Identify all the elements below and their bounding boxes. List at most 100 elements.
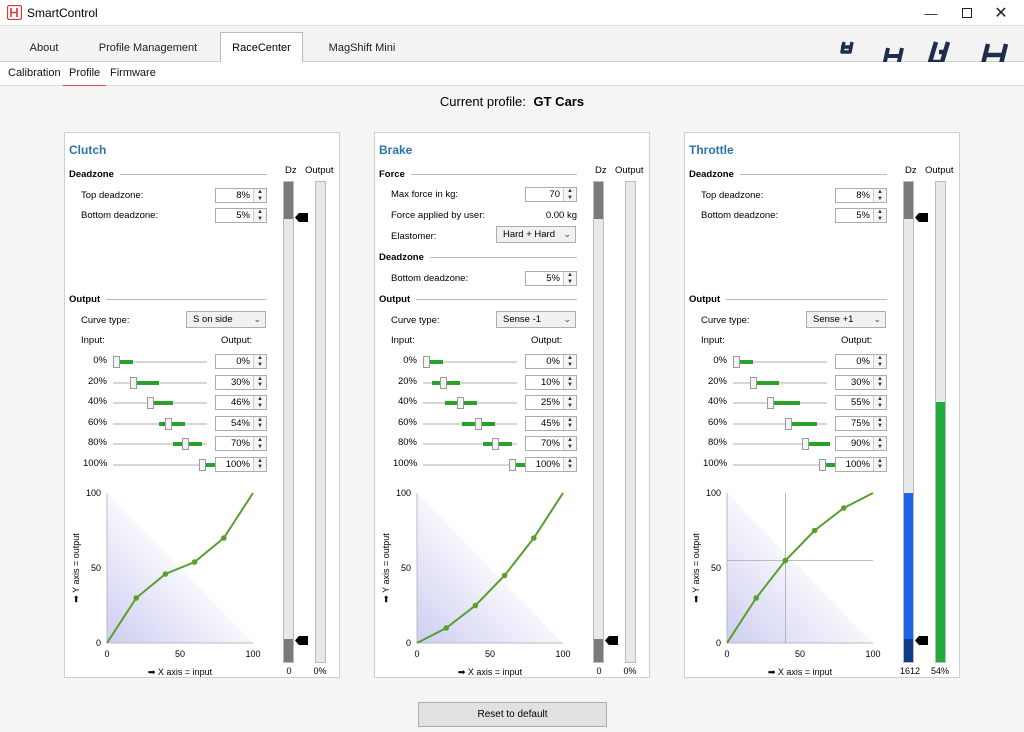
clutch-input-slider[interactable] (113, 458, 219, 471)
brake-input-slider[interactable] (423, 356, 517, 368)
minimize-button[interactable]: — (908, 0, 954, 26)
throttle-input-slider[interactable] (733, 458, 839, 471)
tab-racecenter[interactable]: RaceCenter (220, 32, 303, 63)
brake-output-spinner-stepper-icon[interactable]: ▲ ▼ (563, 416, 576, 430)
clutch-output-spinner-stepper-icon[interactable]: ▲ ▼ (253, 437, 266, 450)
throttle-slider-thumb[interactable] (801, 438, 809, 450)
reset-to-default-button[interactable]: Reset to default (418, 702, 607, 727)
throttle-output-spinner-stepper-icon[interactable]: ▲ ▼ (873, 375, 886, 389)
throttle-bottom-deadzone-handle-icon[interactable] (915, 636, 928, 645)
brake-elastomer-select[interactable]: Hard + Hard ⌄ (496, 226, 576, 243)
throttle-output-spinner[interactable]: 55% ▲ ▼ (835, 395, 887, 410)
tab-magshift-mini[interactable]: MagShift Mini (328, 42, 396, 54)
throttle-slider-thumb[interactable] (784, 417, 792, 430)
brake-output-spinner-stepper-icon[interactable]: ▲ ▼ (563, 396, 576, 409)
brake-input-slider[interactable] (423, 458, 529, 471)
clutch-bottom-deadzone-spinner-stepper-icon[interactable]: ▲ ▼ (253, 209, 266, 222)
clutch-input-slider[interactable] (113, 397, 207, 409)
brake-input-slider[interactable] (423, 376, 517, 389)
throttle-output-spinner[interactable]: 75% ▲ ▼ (835, 415, 887, 431)
brake-bottom-deadzone-spinner[interactable]: 5% ▲ ▼ (525, 271, 577, 286)
clutch-slider-thumb[interactable] (113, 356, 120, 368)
throttle-top-deadzone-spinner[interactable]: 8% ▲ ▼ (835, 188, 887, 203)
brake-output-spinner[interactable]: 10% ▲ ▼ (525, 374, 577, 390)
tab-about[interactable]: About (29, 42, 59, 54)
throttle-output-spinner[interactable]: 30% ▲ ▼ (835, 374, 887, 390)
brake-output-spinner[interactable]: 70% ▲ ▼ (525, 436, 577, 451)
brake-output-spinner[interactable]: 100% ▲ ▼ (525, 456, 577, 472)
brake-output-spinner[interactable]: 0% ▲ ▼ (525, 354, 577, 369)
throttle-bottom-deadzone-spinner[interactable]: 5% ▲ ▼ (835, 208, 887, 223)
throttle-output-spinner-stepper-icon[interactable]: ▲ ▼ (873, 457, 886, 471)
clutch-output-spinner-stepper-icon[interactable]: ▲ ▼ (253, 416, 266, 430)
throttle-slider-thumb[interactable] (733, 356, 740, 368)
clutch-top-deadzone-handle-icon[interactable] (295, 213, 308, 222)
throttle-output-spinner[interactable]: 0% ▲ ▼ (835, 354, 887, 369)
throttle-slider-thumb[interactable] (819, 458, 826, 471)
throttle-bottom-deadzone-spinner-stepper-icon[interactable]: ▲ ▼ (873, 209, 886, 222)
clutch-output-spinner-stepper-icon[interactable]: ▲ ▼ (253, 375, 266, 389)
brake-max-force-spinner[interactable]: 70 ▲ ▼ (525, 187, 577, 202)
clutch-curve-type-select[interactable]: S on side ⌄ (186, 311, 266, 328)
brake-input-slider[interactable] (423, 438, 517, 450)
clutch-output-spinner-stepper-icon[interactable]: ▲ ▼ (253, 396, 266, 409)
tab-profile-management[interactable]: Profile Management (98, 42, 198, 54)
throttle-output-spinner-stepper-icon[interactable]: ▲ ▼ (873, 396, 886, 409)
throttle-slider-thumb[interactable] (767, 397, 775, 409)
brake-bottom-deadzone-spinner-stepper-icon[interactable]: ▲ ▼ (563, 272, 576, 285)
brake-output-spinner-stepper-icon[interactable]: ▲ ▼ (563, 457, 576, 471)
clutch-output-spinner[interactable]: 100% ▲ ▼ (215, 456, 267, 472)
throttle-slider-thumb[interactable] (750, 376, 758, 389)
clutch-bottom-deadzone-handle-icon[interactable] (295, 636, 308, 645)
brake-output-spinner-stepper-icon[interactable]: ▲ ▼ (563, 375, 576, 389)
clutch-top-deadzone-spinner-stepper-icon[interactable]: ▲ ▼ (253, 189, 266, 202)
clutch-slider-thumb[interactable] (181, 438, 189, 450)
throttle-output-spinner-stepper-icon[interactable]: ▲ ▼ (873, 355, 886, 368)
throttle-input-slider[interactable] (733, 356, 827, 368)
subtab-firmware[interactable]: Firmware (110, 67, 156, 79)
brake-input-slider[interactable] (423, 397, 517, 409)
brake-slider-thumb[interactable] (440, 376, 448, 389)
brake-output-spinner[interactable]: 45% ▲ ▼ (525, 415, 577, 431)
clutch-output-spinner-stepper-icon[interactable]: ▲ ▼ (253, 457, 266, 471)
clutch-input-slider[interactable] (113, 438, 207, 450)
subtab-calibration[interactable]: Calibration (8, 67, 61, 79)
clutch-input-slider[interactable] (113, 356, 207, 368)
brake-output-spinner[interactable]: 25% ▲ ▼ (525, 395, 577, 410)
throttle-output-spinner[interactable]: 100% ▲ ▼ (835, 456, 887, 472)
clutch-output-spinner[interactable]: 30% ▲ ▼ (215, 374, 267, 390)
brake-curve-type-select[interactable]: Sense -1 ⌄ (496, 311, 576, 328)
throttle-output-spinner-stepper-icon[interactable]: ▲ ▼ (873, 416, 886, 430)
brake-output-spinner-stepper-icon[interactable]: ▲ ▼ (563, 355, 576, 368)
clutch-input-slider[interactable] (113, 376, 207, 389)
brake-slider-thumb[interactable] (491, 438, 499, 450)
close-button[interactable]: ✕ (978, 0, 1024, 26)
throttle-top-deadzone-handle-icon[interactable] (915, 213, 928, 222)
throttle-input-slider[interactable] (733, 417, 827, 430)
brake-bottom-deadzone-handle-icon[interactable] (605, 636, 618, 645)
throttle-top-deadzone-spinner-stepper-icon[interactable]: ▲ ▼ (873, 189, 886, 202)
throttle-output-spinner[interactable]: 90% ▲ ▼ (835, 436, 887, 451)
throttle-input-slider[interactable] (733, 438, 831, 450)
clutch-input-slider[interactable] (113, 417, 207, 430)
brake-input-slider[interactable] (423, 417, 517, 430)
brake-max-force-spinner-stepper-icon[interactable]: ▲ ▼ (563, 188, 576, 201)
maximize-button[interactable] (944, 0, 990, 26)
clutch-output-spinner-stepper-icon[interactable]: ▲ ▼ (253, 355, 266, 368)
throttle-input-slider[interactable] (733, 376, 827, 389)
clutch-output-spinner[interactable]: 0% ▲ ▼ (215, 354, 267, 369)
brake-slider-thumb[interactable] (474, 417, 482, 430)
brake-slider-thumb[interactable] (457, 397, 465, 409)
throttle-curve-type-select[interactable]: Sense +1 ⌄ (806, 311, 886, 328)
clutch-top-deadzone-spinner[interactable]: 8% ▲ ▼ (215, 188, 267, 203)
clutch-slider-thumb[interactable] (199, 458, 206, 471)
brake-slider-thumb[interactable] (423, 356, 430, 368)
clutch-output-spinner[interactable]: 46% ▲ ▼ (215, 395, 267, 410)
brake-slider-thumb[interactable] (509, 458, 516, 471)
clutch-output-spinner[interactable]: 54% ▲ ▼ (215, 415, 267, 431)
clutch-bottom-deadzone-spinner[interactable]: 5% ▲ ▼ (215, 208, 267, 223)
brake-output-spinner-stepper-icon[interactable]: ▲ ▼ (563, 437, 576, 450)
clutch-output-spinner[interactable]: 70% ▲ ▼ (215, 436, 267, 451)
clutch-slider-thumb[interactable] (147, 397, 155, 409)
throttle-input-slider[interactable] (733, 397, 827, 409)
